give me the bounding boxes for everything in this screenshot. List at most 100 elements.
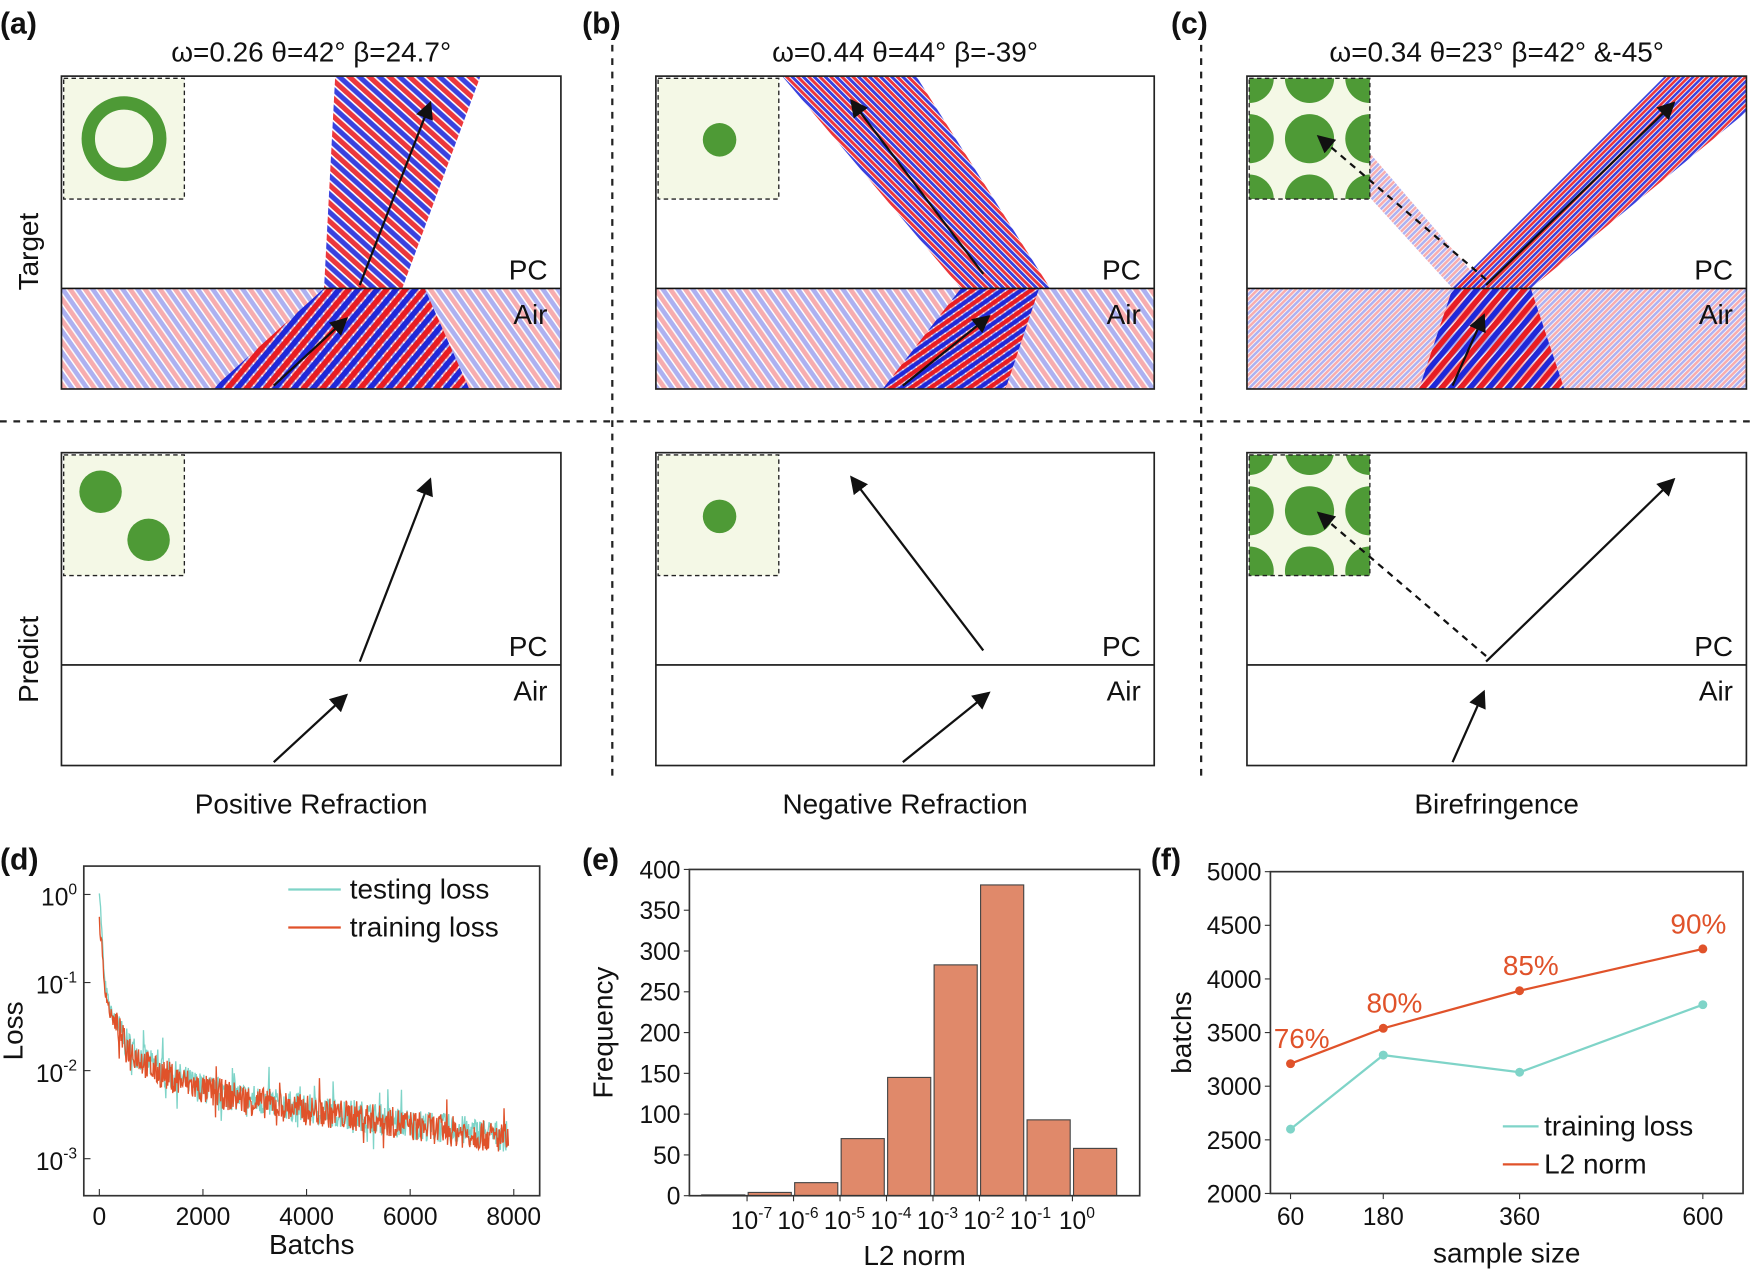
field-panel-target-1: PC Air: [60, 75, 562, 390]
data-point: [1286, 1059, 1296, 1069]
data-point: [1515, 1067, 1525, 1077]
panel-frame: [60, 75, 562, 390]
y-tick-label: 3000: [1207, 1074, 1262, 1101]
y-axis-label: Frequency: [587, 967, 618, 1099]
unit-cell-inset: [63, 77, 186, 200]
y-axis-label: batchs: [1166, 991, 1197, 1073]
plot-frame: [82, 865, 541, 1197]
column-title: ω=0.44 θ=44° β=-39°: [772, 37, 1038, 68]
unit-cell-inset: [1248, 77, 1371, 200]
data-point: [1286, 1124, 1296, 1134]
chart-e: 0 50 100 150 200 250 300 350 400 10-7 10-6 10-5 10-4…: [587, 857, 1141, 1271]
y-tick-label: 3500: [1207, 1021, 1262, 1048]
field-map: [61, 76, 561, 389]
panel-label: (a): [0, 8, 37, 41]
x-axis-label: Batchs: [269, 1229, 354, 1260]
pc-label: PC: [1102, 631, 1141, 662]
histogram-bar: [887, 1076, 932, 1197]
chart-d: 0 2000 4000 6000 8000 100 10-1 10-2 10-3 Batchs Lo…: [0, 865, 541, 1260]
pc-label: PC: [509, 254, 548, 285]
unit-cell-inset: [657, 77, 780, 200]
tick-label: 100: [41, 881, 77, 911]
pc-label: PC: [509, 631, 548, 662]
y-tick-label: 50: [653, 1143, 680, 1170]
accuracy-annotation: 80%: [1367, 988, 1423, 1019]
data-point: [1698, 1000, 1708, 1010]
row-label-target: Target: [13, 213, 44, 291]
accuracy-annotation: 90%: [1670, 908, 1726, 939]
wave-vector-arrow: [902, 314, 991, 387]
pc-label: PC: [1694, 254, 1733, 285]
legend-label: training loss: [1544, 1110, 1693, 1141]
panel-label: (c): [1171, 8, 1208, 41]
panel-frame: [1246, 451, 1748, 767]
data-point: [1378, 1023, 1388, 1033]
column-title: ω=0.26 θ=42° β=24.7°: [171, 37, 451, 68]
panel-frame: [655, 451, 1156, 767]
field-panel-predict-1: PC Air: [60, 451, 562, 767]
legend-label: testing loss: [350, 873, 490, 904]
wave-vector-arrow: [1451, 313, 1486, 387]
y-tick-label: 200: [639, 1021, 680, 1048]
air-label: Air: [513, 676, 547, 707]
histogram-bar: [1072, 1147, 1118, 1197]
y-tick-label: 2500: [1207, 1128, 1262, 1155]
legend-label: training loss: [350, 911, 499, 942]
pc-label: PC: [1694, 631, 1733, 662]
wave-vector-arrow: [272, 693, 349, 763]
x-tick-label: 60: [1277, 1204, 1304, 1231]
accuracy-annotation: 85%: [1503, 950, 1559, 981]
column-caption: Birefringence: [1414, 789, 1579, 820]
series-line-training-loss: [1289, 1003, 1704, 1130]
tick-label: 10-1: [1010, 1205, 1051, 1235]
wave-vector-arrow: [850, 98, 985, 275]
y-tick-label: 250: [639, 980, 680, 1007]
x-tick-label: 360: [1499, 1204, 1540, 1231]
x-tick-label: 2000: [176, 1204, 231, 1231]
tick-label: 10-1: [36, 970, 77, 1000]
tick-label: 10-5: [824, 1205, 866, 1235]
y-tick-label: 350: [639, 898, 680, 925]
panel-label: (d): [0, 843, 39, 876]
wave-vector-arrow: [1485, 477, 1676, 663]
histogram-bar: [933, 964, 978, 1197]
air-label: Air: [1107, 299, 1141, 330]
histogram-bar: [1026, 1119, 1071, 1197]
x-axis-label: L2 norm: [863, 1240, 965, 1271]
tick-label: 10-7: [731, 1205, 772, 1235]
field-panel-predict-3: PC Air: [1246, 451, 1748, 767]
unit-cell-inset: [657, 454, 780, 577]
y-tick-label: 5000: [1207, 860, 1262, 887]
wave-vector-arrow: [902, 691, 991, 764]
histogram-bar: [840, 1138, 885, 1197]
air-label: Air: [1699, 299, 1733, 330]
y-tick-label: 400: [639, 857, 680, 884]
tick-label: 10-4: [870, 1205, 912, 1235]
legend-label: L2 norm: [1544, 1148, 1646, 1179]
field-panel-predict-2: PC Air: [655, 451, 1156, 767]
wave-vector-arrow: [358, 477, 433, 663]
row-label-predict: Predict: [13, 616, 44, 703]
x-tick-label: 600: [1682, 1204, 1723, 1231]
wave-vector-arrow: [358, 100, 433, 286]
tick-label: 10-6: [777, 1205, 818, 1235]
wave-vector-arrow: [1485, 101, 1676, 286]
x-tick-label: 4000: [279, 1204, 334, 1231]
wave-vector-arrow: [850, 475, 985, 652]
y-tick-label: 300: [639, 939, 680, 966]
field-map: [1246, 76, 1747, 389]
air-label: Air: [1699, 676, 1733, 707]
column-caption: Positive Refraction: [195, 789, 428, 820]
tick-label: 10-3: [917, 1205, 958, 1235]
tick-label: 100: [1059, 1205, 1095, 1235]
tick-label: 10-3: [36, 1146, 77, 1176]
panel-label: (e): [582, 843, 619, 876]
panel-frame: [60, 451, 562, 767]
x-tick-label: 6000: [383, 1204, 438, 1231]
field-panel-target-2: PC Air: [655, 75, 1156, 390]
field-panel-target-3: PC Air: [1246, 75, 1748, 390]
y-tick-label: 4000: [1207, 967, 1262, 994]
wave-vector-arrow: [272, 317, 349, 387]
x-tick-label: 8000: [486, 1204, 541, 1231]
